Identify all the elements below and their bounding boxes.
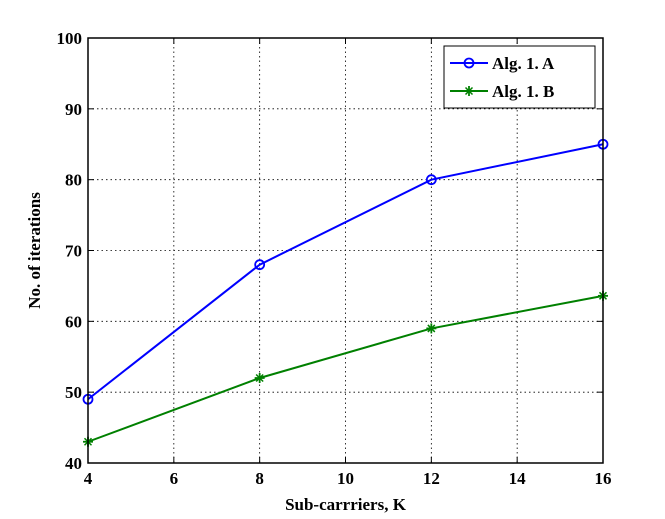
y-tick-label: 80 (65, 171, 82, 190)
x-tick-label: 8 (255, 469, 264, 488)
x-tick-label: 14 (509, 469, 527, 488)
data-point-series-2 (426, 323, 437, 334)
y-axis-label: No. of iterations (25, 192, 44, 309)
y-tick-label: 100 (57, 29, 83, 48)
x-tick-label: 16 (595, 469, 612, 488)
legend-label-2: Alg. 1. B (492, 82, 554, 101)
x-axis-label: Sub-carrriers, K (285, 495, 407, 514)
x-tick-label: 12 (423, 469, 440, 488)
y-tick-label: 90 (65, 100, 82, 119)
data-point-series-1 (254, 259, 266, 271)
y-tick-label: 50 (65, 383, 82, 402)
series-line-1 (87, 143, 604, 401)
data-point-series-2 (254, 373, 265, 383)
y-tick-label: 60 (65, 312, 82, 331)
legend-label-1: Alg. 1. A (492, 54, 555, 73)
legend: Alg. 1. A Alg. 1. B (443, 45, 596, 109)
x-tick-label: 10 (337, 469, 354, 488)
legend-marker-2 (464, 86, 474, 96)
data-point-series-1 (425, 174, 437, 186)
ticks: 4 6 8 10 12 14 16 40 50 60 70 80 90 100 (57, 29, 612, 488)
y-tick-label: 40 (65, 454, 82, 473)
y-tick-label: 70 (65, 242, 82, 261)
x-tick-label: 6 (170, 469, 179, 488)
legend-marker-1 (463, 57, 475, 69)
grid-lines (88, 38, 603, 463)
series-line-2 (87, 294, 604, 443)
x-tick-label: 4 (84, 469, 93, 488)
legend-box (443, 45, 596, 109)
